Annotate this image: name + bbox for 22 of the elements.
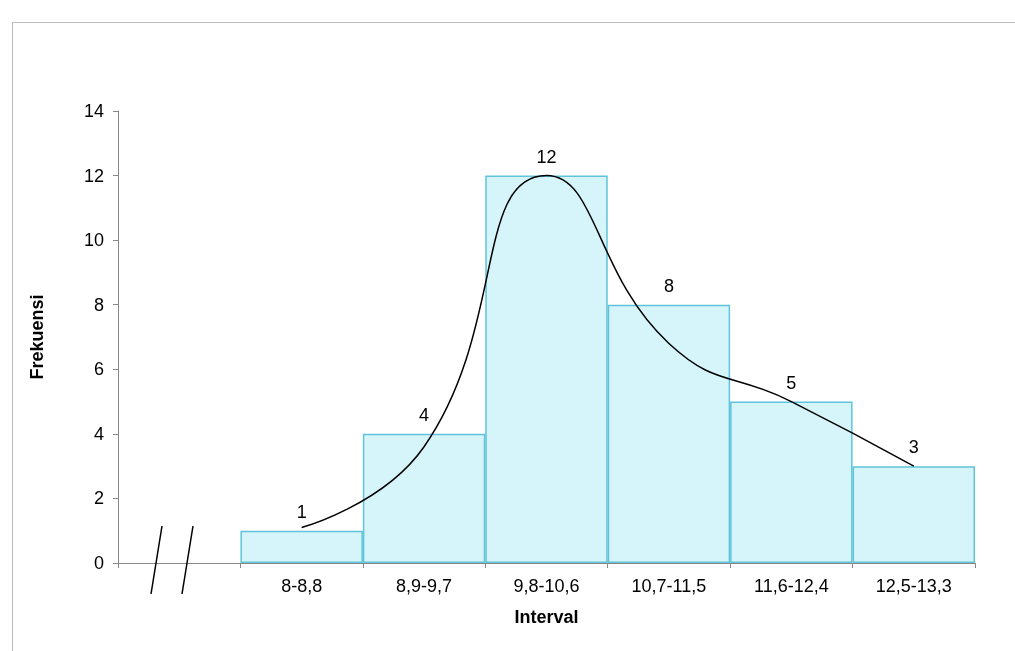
y-tick-label: 8 bbox=[93, 294, 104, 315]
data-label: 3 bbox=[908, 437, 919, 458]
x-tick-label: 9,8-10,6 bbox=[513, 576, 580, 596]
data-label: 8 bbox=[663, 275, 674, 296]
data-label: 12 bbox=[536, 146, 557, 167]
data-label: 1 bbox=[296, 501, 307, 522]
x-tick-label: 8-8,8 bbox=[281, 576, 323, 596]
x-tick-label: 10,7-11,5 bbox=[631, 576, 707, 596]
y-tick-label: 2 bbox=[93, 488, 104, 509]
x-axis-title: Interval bbox=[514, 607, 579, 627]
y-tick-label: 6 bbox=[93, 359, 104, 380]
data-label: 4 bbox=[419, 404, 430, 425]
y-tick-label: 10 bbox=[83, 230, 104, 251]
y-axis-title: Frekuensi bbox=[27, 294, 47, 380]
x-tick-label: 11,6-12,4 bbox=[753, 576, 829, 596]
x-tick-label: 8,9-9,7 bbox=[396, 576, 453, 596]
data-label: 5 bbox=[786, 372, 797, 393]
y-tick-label: 4 bbox=[93, 423, 104, 444]
y-tick-label: 14 bbox=[83, 101, 104, 121]
y-tick-label: 12 bbox=[83, 165, 104, 186]
y-tick-label: 0 bbox=[93, 553, 104, 573]
x-tick-label: 12,5-13,3 bbox=[875, 576, 952, 596]
